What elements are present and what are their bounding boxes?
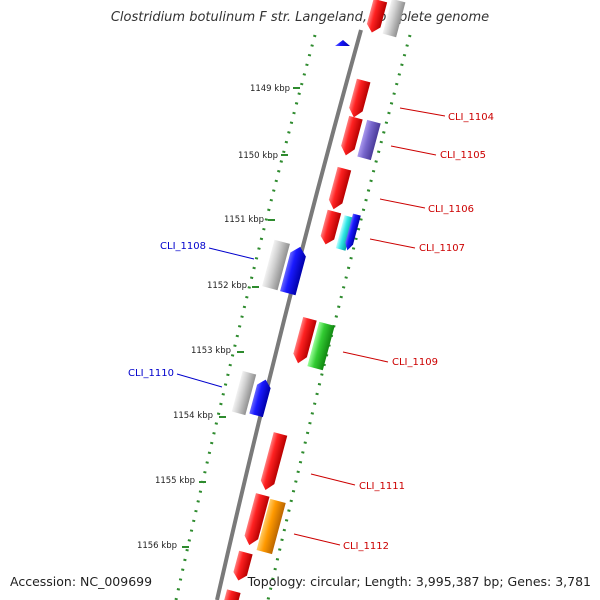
gene-feature[interactable] xyxy=(243,493,270,547)
label-leader xyxy=(390,145,437,156)
kbp-label: 1149 kbp xyxy=(250,84,290,94)
gene-label[interactable]: CLI_1105 xyxy=(440,150,486,161)
label-leader xyxy=(399,107,446,117)
topology-text: Topology: circular; Length: 3,995,387 bp… xyxy=(247,574,591,589)
gene-feature[interactable] xyxy=(327,166,352,211)
gene-feature[interactable] xyxy=(335,40,350,46)
gene-feature[interactable] xyxy=(343,213,361,252)
gene-feature[interactable] xyxy=(232,550,253,583)
gene-feature[interactable] xyxy=(307,321,335,371)
gene-feature[interactable] xyxy=(256,498,286,555)
gene-label[interactable]: CLI_1111 xyxy=(359,481,405,492)
label-leader xyxy=(310,473,356,486)
accession-text: Accession: NC_009699 xyxy=(10,574,153,589)
kbp-label: 1153 kbp xyxy=(191,346,231,356)
label-leader xyxy=(176,373,223,388)
kbp-label: 1150 kbp xyxy=(238,151,278,161)
kbp-label: 1156 kbp xyxy=(137,541,177,551)
gene-feature[interactable] xyxy=(249,378,272,418)
gene-label[interactable]: CLI_1108 xyxy=(160,241,206,252)
gene-label[interactable]: CLI_1112 xyxy=(343,541,389,552)
gene-feature[interactable] xyxy=(291,316,317,365)
gene-feature[interactable] xyxy=(339,115,363,157)
gene-feature[interactable] xyxy=(221,589,241,600)
kbp-label: 1152 kbp xyxy=(207,281,247,291)
genome-backbone xyxy=(215,29,363,600)
kbp-label: 1155 kbp xyxy=(155,476,195,486)
label-leader xyxy=(208,247,255,260)
kbp-label: 1151 kbp xyxy=(224,215,264,225)
gene-feature[interactable] xyxy=(335,215,355,251)
gene-feature[interactable] xyxy=(259,432,288,492)
gene-label[interactable]: CLI_1107 xyxy=(419,243,465,254)
outer-tick-track xyxy=(266,34,412,600)
label-leader xyxy=(342,351,389,363)
gene-feature[interactable] xyxy=(280,245,308,296)
gene-feature[interactable] xyxy=(382,0,406,38)
gene-feature[interactable] xyxy=(357,119,381,161)
gene-feature[interactable] xyxy=(347,78,371,119)
gene-label[interactable]: CLI_1106 xyxy=(428,204,474,215)
gene-label[interactable]: CLI_1109 xyxy=(392,357,438,368)
gene-feature[interactable] xyxy=(319,209,342,246)
gene-label[interactable]: CLI_1110 xyxy=(128,368,174,379)
gene-feature[interactable] xyxy=(262,239,290,291)
inner-tick-track xyxy=(174,34,317,600)
gene-feature[interactable] xyxy=(365,0,388,34)
label-leader xyxy=(369,238,416,249)
kbp-label: 1154 kbp xyxy=(173,411,213,421)
gene-feature[interactable] xyxy=(231,370,257,416)
label-leader xyxy=(379,198,426,209)
label-leader xyxy=(293,533,341,546)
gene-label[interactable]: CLI_1104 xyxy=(448,112,494,123)
